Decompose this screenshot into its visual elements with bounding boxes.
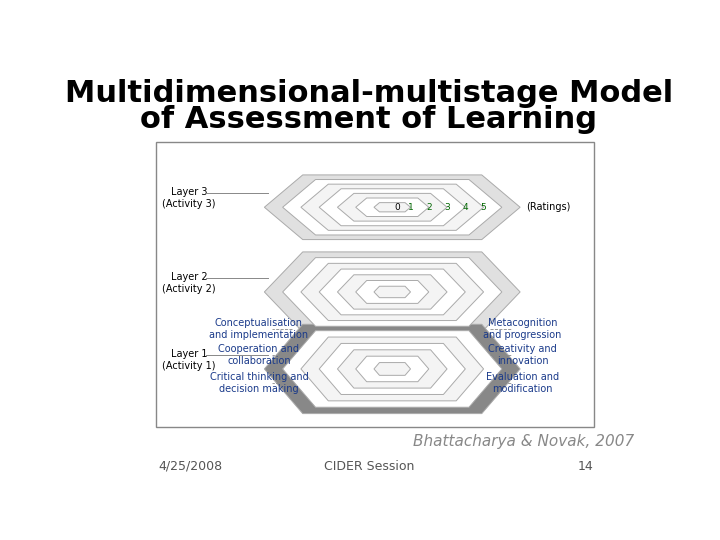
Text: Cooperation and
collaboration: Cooperation and collaboration xyxy=(218,345,300,366)
Polygon shape xyxy=(301,184,484,231)
Polygon shape xyxy=(338,275,447,309)
Text: Evaluation and
modification: Evaluation and modification xyxy=(486,372,559,394)
Bar xyxy=(156,142,594,427)
Polygon shape xyxy=(283,258,502,326)
Polygon shape xyxy=(356,198,429,217)
Polygon shape xyxy=(283,330,502,407)
Text: 14: 14 xyxy=(578,460,594,473)
Polygon shape xyxy=(356,356,429,382)
Polygon shape xyxy=(301,337,484,401)
Polygon shape xyxy=(338,193,447,221)
Polygon shape xyxy=(338,350,447,388)
Polygon shape xyxy=(264,325,520,414)
Text: (Ratings): (Ratings) xyxy=(526,202,571,212)
Text: 2: 2 xyxy=(426,202,431,212)
Polygon shape xyxy=(374,202,410,212)
Polygon shape xyxy=(283,179,502,235)
Text: Critical thinking and
decision making: Critical thinking and decision making xyxy=(210,372,308,394)
Polygon shape xyxy=(319,269,465,315)
Polygon shape xyxy=(301,264,484,321)
Text: 4: 4 xyxy=(462,202,468,212)
Polygon shape xyxy=(374,362,410,375)
Text: Multidimensional-multistage Model: Multidimensional-multistage Model xyxy=(65,79,673,107)
Text: of Assessment of Learning: of Assessment of Learning xyxy=(140,105,598,134)
Polygon shape xyxy=(374,286,410,298)
Text: Layer 2
(Activity 2): Layer 2 (Activity 2) xyxy=(163,272,216,294)
Text: 5: 5 xyxy=(481,202,487,212)
Polygon shape xyxy=(319,343,465,394)
Text: 3: 3 xyxy=(444,202,450,212)
Text: 0: 0 xyxy=(395,202,400,212)
Text: Layer 3
(Activity 3): Layer 3 (Activity 3) xyxy=(163,187,216,209)
Text: 1: 1 xyxy=(408,202,413,212)
Text: Layer 1
(Activity 1): Layer 1 (Activity 1) xyxy=(163,349,216,370)
Polygon shape xyxy=(356,280,429,303)
Polygon shape xyxy=(319,189,465,226)
Text: CIDER Session: CIDER Session xyxy=(324,460,414,473)
Polygon shape xyxy=(264,252,520,332)
Text: Conceptualisation
and implementation: Conceptualisation and implementation xyxy=(210,318,308,340)
Text: 4/25/2008: 4/25/2008 xyxy=(158,460,222,473)
Text: Creativity and
innovation: Creativity and innovation xyxy=(488,345,557,366)
Text: Bhattacharya & Novak, 2007: Bhattacharya & Novak, 2007 xyxy=(413,434,634,449)
Polygon shape xyxy=(264,175,520,240)
Text: Metacognition
and progression: Metacognition and progression xyxy=(483,318,562,340)
